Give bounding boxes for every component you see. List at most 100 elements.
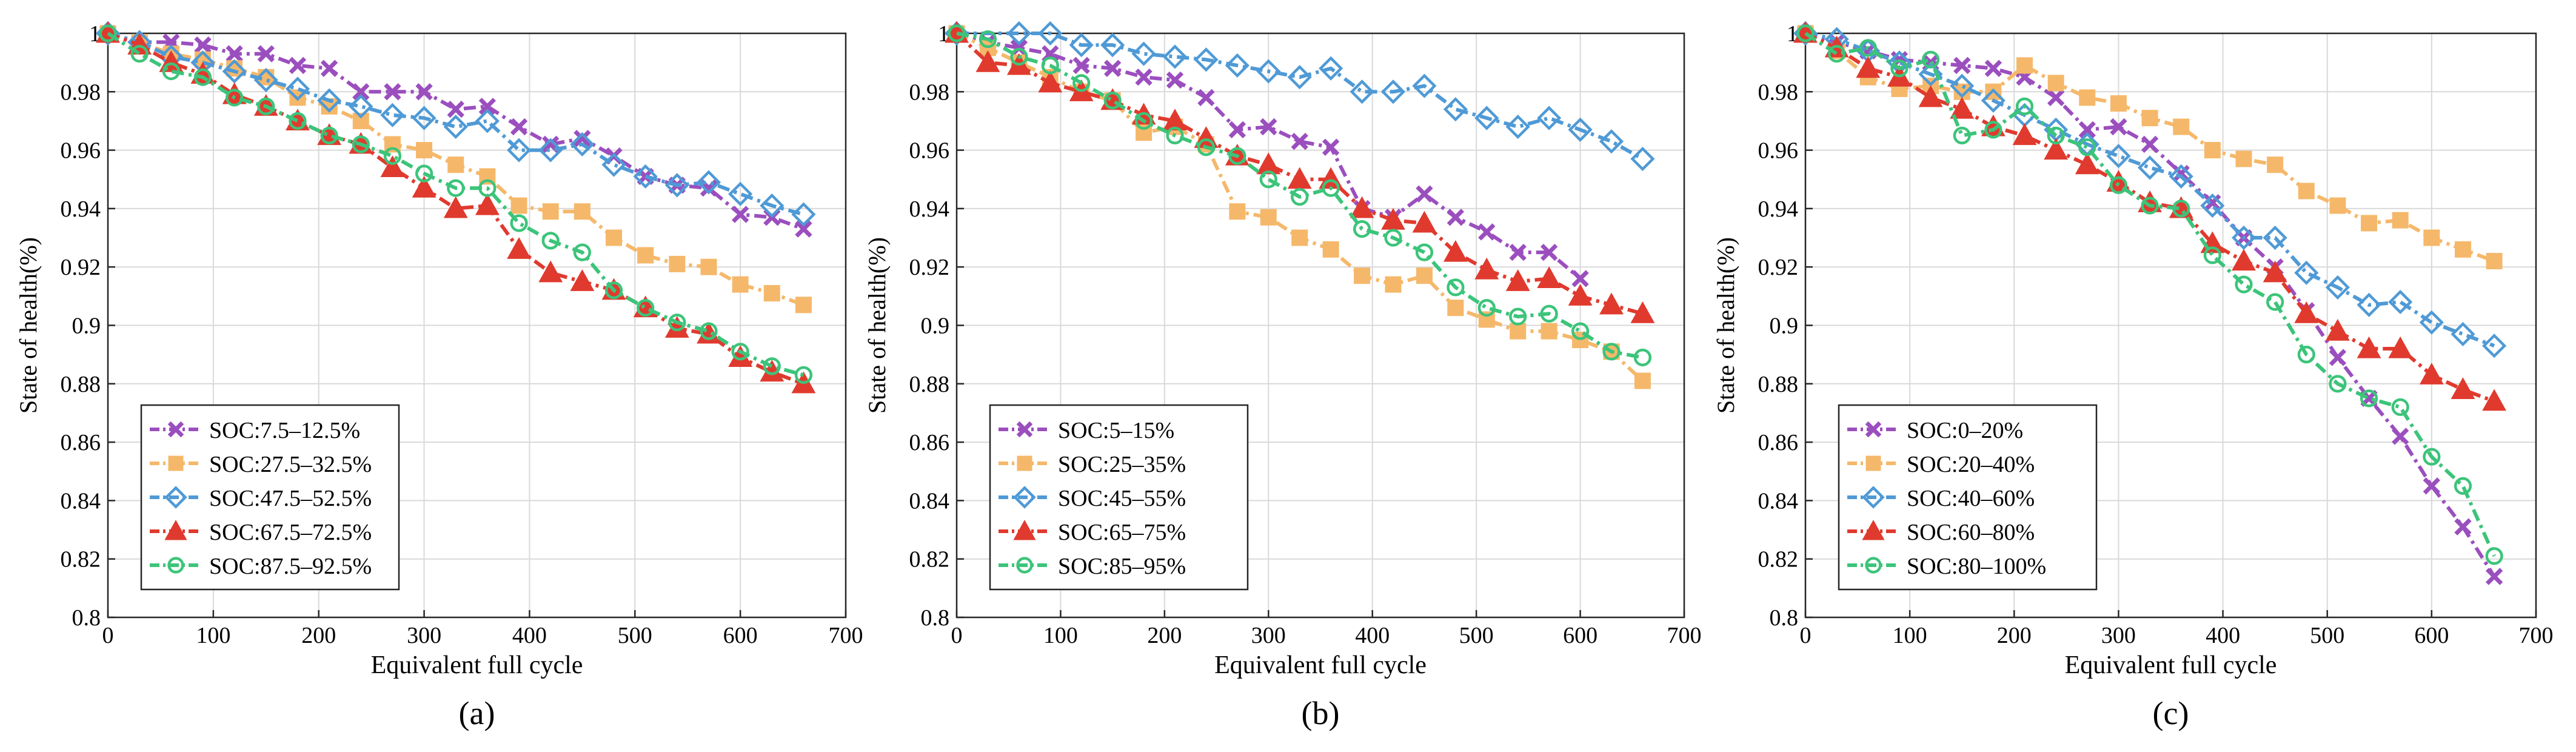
series-5: [948, 24, 1652, 367]
data-point: [2297, 346, 2315, 364]
data-point: [1447, 278, 1465, 297]
data-point: [1509, 243, 1527, 261]
data-point: [1602, 343, 1621, 361]
data-point: [1229, 203, 1246, 220]
data-point: [2329, 197, 2346, 214]
data-point: [412, 106, 437, 130]
data-point: [1162, 44, 1188, 69]
data-point: [1568, 284, 1593, 306]
data-point: [979, 30, 997, 49]
data-point: [1981, 88, 2006, 113]
data-point: [2329, 375, 2347, 393]
x-tick-label: 400: [1355, 623, 1390, 648]
data-point: [380, 102, 405, 127]
data-point: [1571, 270, 1589, 287]
data-point: [507, 237, 531, 259]
data-point: [2172, 200, 2190, 218]
legend-marker: [1865, 557, 1882, 574]
data-point: [2015, 97, 2034, 115]
chart-panel-2: 0 100 200 300 400 500 600 700 0.8 0.82 0.84 0.86 0.8…: [863, 21, 1702, 731]
data-point: [475, 109, 500, 133]
data-point: [2109, 176, 2128, 194]
legend-label: SOC:40–60%: [1907, 486, 2035, 511]
legend-marker: [164, 520, 187, 540]
legend-label: SOC:80–100%: [1907, 554, 2046, 579]
data-point: [1010, 47, 1028, 66]
x-tick-label: 200: [1997, 623, 2032, 648]
data-point: [2419, 310, 2444, 335]
data-point: [573, 243, 591, 261]
legend-entry: SOC:80–100%: [1847, 554, 2046, 579]
data-point: [1131, 41, 1156, 66]
legend-entry: SOC:47.5–52.5%: [150, 486, 372, 511]
data-point: [2357, 292, 2381, 317]
y-tick-label: 0.92: [909, 255, 950, 280]
data-point: [415, 164, 433, 183]
data-point: [1443, 240, 1468, 262]
data-point: [1828, 45, 1846, 63]
data-point: [1599, 129, 1624, 154]
legend-entry: SOC:20–40%: [1847, 452, 2035, 477]
data-point: [2360, 389, 2378, 408]
legend-marker: [168, 455, 184, 471]
y-tick-label: 0.8: [921, 605, 950, 631]
data-point: [289, 112, 307, 130]
data-point: [447, 101, 464, 118]
data-point: [1319, 56, 1343, 81]
data-point: [285, 76, 310, 101]
data-point: [257, 45, 275, 62]
data-point: [1291, 188, 1309, 206]
data-point: [194, 36, 212, 54]
legend-label: SOC:25–35%: [1058, 452, 1186, 477]
data-point: [606, 229, 623, 246]
data-point: [1380, 79, 1406, 104]
data-point: [696, 170, 721, 195]
y-tick-label: 0.86: [61, 430, 101, 455]
y-tick-label: 0.98: [909, 79, 950, 105]
data-point: [2141, 110, 2158, 127]
y-tick-label: 0.82: [909, 547, 950, 572]
data-point: [1859, 39, 1877, 57]
data-point: [2231, 225, 2257, 250]
legend-marker: [1016, 421, 1033, 438]
data-point: [2263, 260, 2287, 283]
data-point: [604, 281, 623, 300]
data-point: [1921, 50, 1940, 69]
data-point: [1006, 21, 1031, 46]
legend-entry: SOC:45–55%: [999, 486, 1186, 511]
data-point: [253, 67, 278, 93]
data-point: [1478, 223, 1496, 241]
data-point: [664, 173, 689, 198]
y-axis-label: State of health(%): [1712, 237, 1739, 414]
data-point: [633, 164, 658, 189]
data-point: [1291, 229, 1308, 246]
data-point: [668, 314, 686, 332]
data-point: [2294, 260, 2319, 285]
data-point: [1072, 56, 1090, 75]
x-tick-label: 700: [2519, 623, 2554, 648]
data-point: [2235, 150, 2252, 167]
x-tick-label: 500: [1459, 623, 1494, 648]
data-point: [1599, 292, 1624, 315]
data-point: [162, 62, 180, 81]
legend-entry: SOC:5–15%: [999, 418, 1174, 443]
x-tick-label: 300: [1251, 623, 1286, 648]
legend-label: SOC:45–55%: [1058, 486, 1186, 511]
data-point: [2203, 246, 2221, 264]
legend: SOC:0–20% SOC:20–40% SOC:40–60% SOC:60–80% S…: [1838, 404, 2098, 591]
legend: SOC:7.5–12.5% SOC:27.5–32.5% SOC:47.5–52.5…: [140, 404, 400, 591]
data-point: [2204, 194, 2221, 212]
data-point: [2388, 289, 2413, 315]
y-tick-label: 0.92: [61, 255, 101, 280]
data-point: [1633, 348, 1652, 367]
data-point: [2357, 336, 2381, 358]
data-point: [1568, 117, 1593, 142]
panel-label: (a): [459, 695, 495, 731]
legend-marker: [1862, 520, 1885, 540]
x-tick-label: 400: [2206, 623, 2240, 648]
data-point: [2047, 126, 2065, 145]
data-point: [1259, 170, 1277, 189]
data-point: [1163, 109, 1187, 131]
data-point: [731, 343, 749, 361]
x-tick-label: 0: [102, 623, 114, 648]
